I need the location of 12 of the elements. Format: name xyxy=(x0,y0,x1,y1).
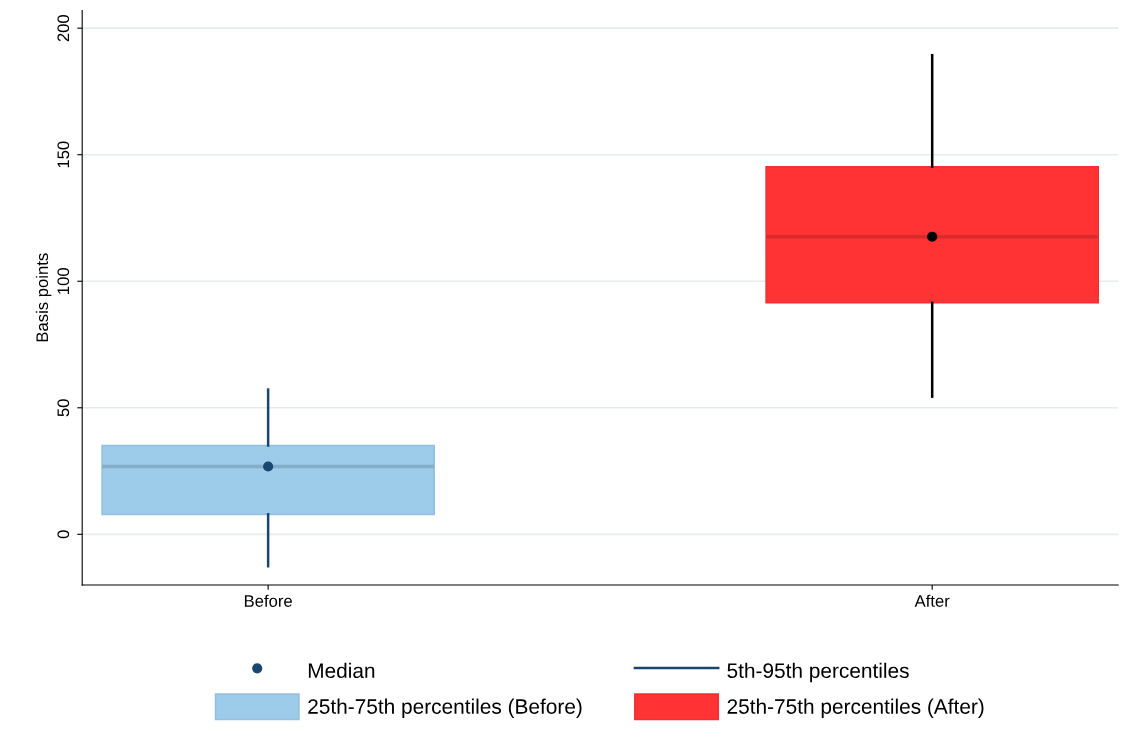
legend-label: 25th-75th percentiles (After) xyxy=(727,698,984,718)
x-tick-label: After xyxy=(914,594,950,607)
y-tick-label: 200 xyxy=(57,14,70,42)
y-tick-label: 150 xyxy=(57,141,70,168)
y-tick-label: 100 xyxy=(57,268,70,294)
y-axis-title: Basis points xyxy=(35,253,52,342)
legend-label: 25th-75th percentiles (Before) xyxy=(308,698,582,718)
x-tick-label: Before xyxy=(244,594,292,607)
legend-label: Median xyxy=(308,662,375,679)
text: 5th-95th percentiles xyxy=(727,662,909,683)
y-tick-label: 50 xyxy=(57,399,70,417)
y-tick-label: 0 xyxy=(57,530,70,539)
